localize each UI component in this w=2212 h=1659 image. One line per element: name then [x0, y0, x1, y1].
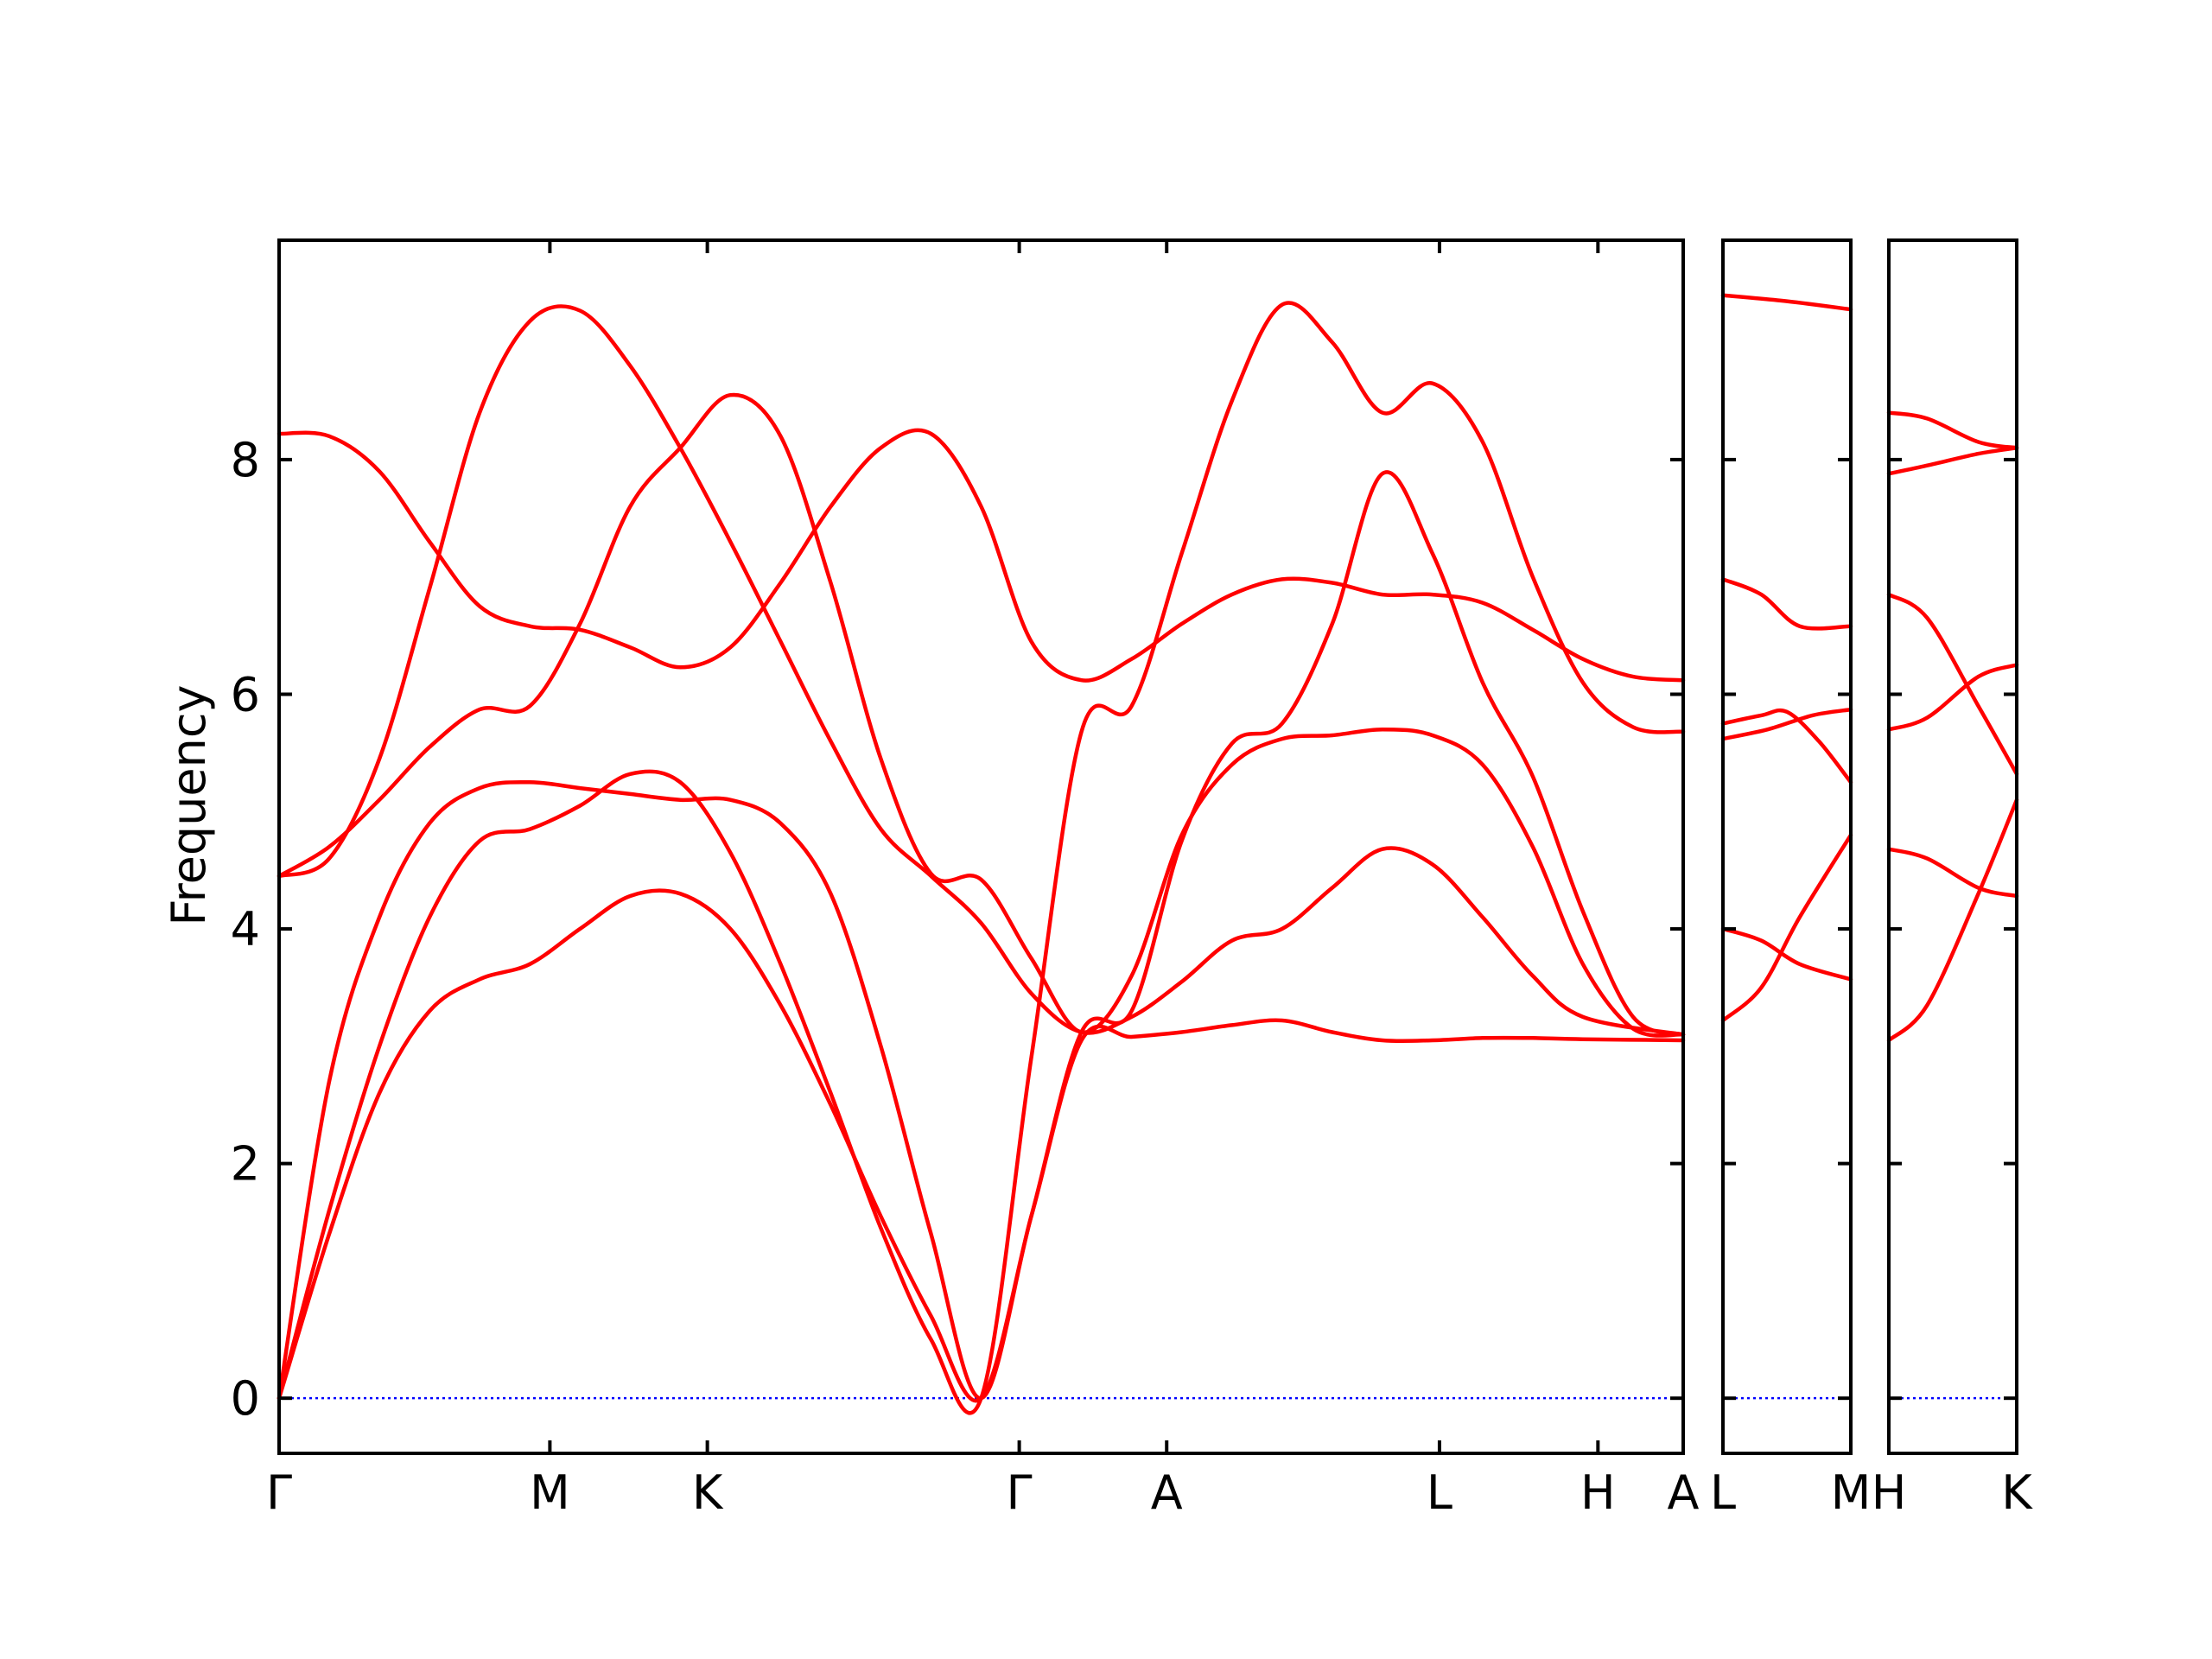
y-tick-label: 4	[231, 902, 260, 957]
x-tick-label: L	[1427, 1465, 1452, 1520]
panel-1-frame	[277, 238, 1685, 1455]
panel-2-band-3	[1720, 708, 1853, 785]
panel-1-band-3	[276, 392, 1686, 1038]
panel-2-band-6	[1720, 833, 1853, 1023]
y-tick-label: 6	[231, 667, 260, 721]
panel-3-band-6	[1886, 798, 2019, 1043]
x-tick-label: M	[1831, 1465, 1872, 1520]
panel-1-band-4	[276, 780, 1686, 1401]
y-tick-label: 2	[231, 1137, 260, 1192]
x-tick-label: A	[1151, 1465, 1183, 1520]
x-tick-label: H	[1872, 1465, 1907, 1520]
x-tick-label: K	[692, 1465, 724, 1520]
panel-2-band-1	[1720, 293, 1853, 312]
x-tick-label: L	[1710, 1465, 1736, 1520]
panel-3-band-1	[1886, 410, 2019, 450]
x-tick-label: K	[2001, 1465, 2033, 1520]
x-tick-label: A	[1668, 1465, 1700, 1520]
x-tick-label: Γ	[266, 1465, 292, 1520]
panel-1-band-6	[276, 470, 1686, 1403]
panel-3-band-5	[1886, 847, 2019, 899]
panel-2-frame	[1721, 238, 1853, 1455]
y-axis-label: Frequency	[162, 685, 216, 926]
x-tick-label: H	[1580, 1465, 1616, 1520]
panel-2-band-5	[1720, 926, 1853, 982]
panel-3-band-3	[1886, 592, 2019, 777]
y-tick-label: 0	[231, 1371, 260, 1426]
panel-1-band-5	[276, 301, 1686, 1415]
y-tick-label: 8	[231, 433, 260, 487]
panel-2-band-4	[1720, 707, 1853, 741]
x-tick-label: Γ	[1007, 1465, 1033, 1520]
panel-3-frame	[1887, 238, 2018, 1455]
panel-1-band-1	[276, 428, 1686, 683]
panel-3-band-2	[1886, 446, 2019, 476]
panel-2-band-2	[1720, 577, 1853, 631]
x-tick-label: M	[530, 1465, 570, 1520]
panel-3-band-4	[1886, 663, 2019, 732]
panel-1-band-2	[276, 304, 1686, 1037]
